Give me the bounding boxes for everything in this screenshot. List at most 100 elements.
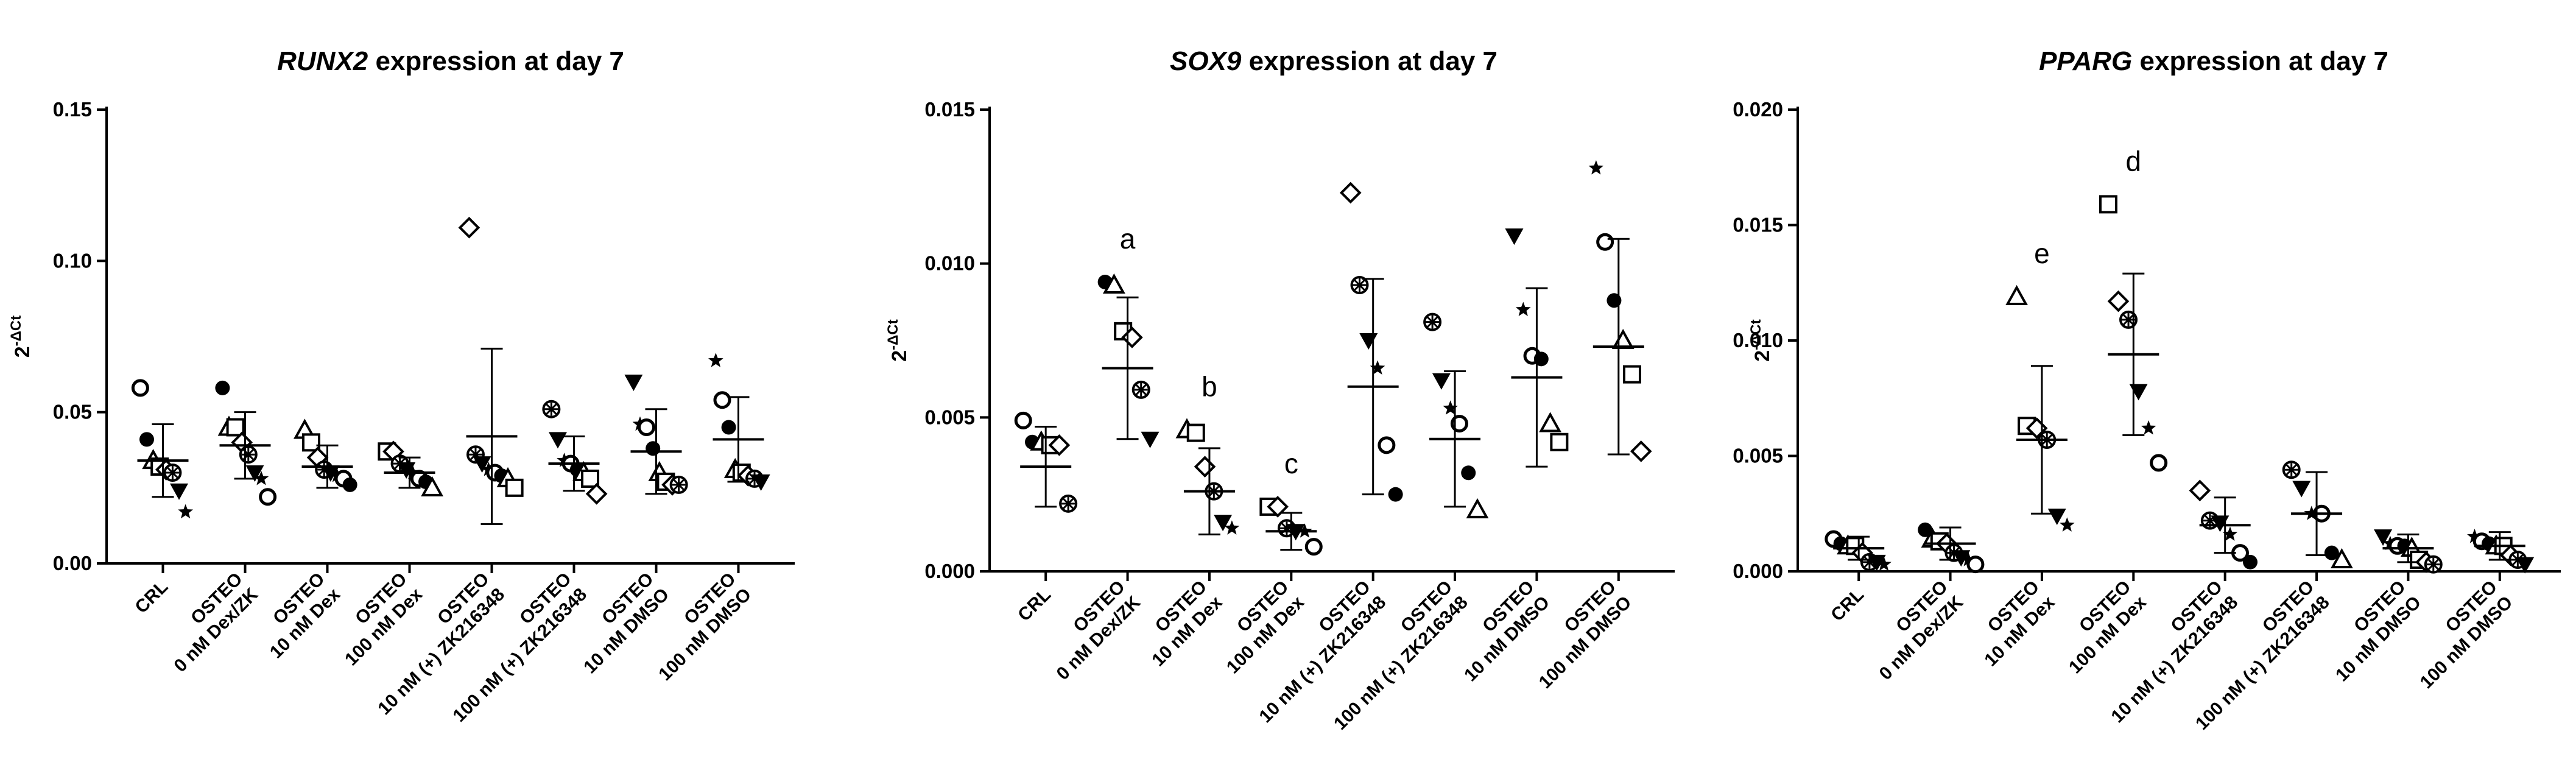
chart-panel-2: SOX9 expression at day 7 2-ΔCt 0.000 0.005 0…	[885, 46, 1675, 734]
y-axis-label-exponent: -ΔCt	[8, 316, 24, 347]
x-category-label: CRL	[1014, 585, 1055, 626]
data-point	[708, 353, 723, 367]
data-point	[1611, 328, 1635, 349]
data-point	[2059, 517, 2075, 532]
data-point	[1515, 302, 1531, 316]
data-point	[505, 478, 524, 497]
y-tick-label: 0.000	[924, 560, 975, 582]
y-tick-label: 0.015	[924, 98, 975, 121]
x-category-label: OSTEO10 nM Dex	[1965, 577, 2059, 671]
y-axis-label: 2-ΔCt	[1748, 319, 1774, 362]
data-point	[1443, 400, 1458, 415]
chart-title-text: expression at day 7	[2132, 46, 2388, 76]
data-point	[2141, 420, 2156, 435]
data-point	[751, 474, 770, 491]
data-point	[1194, 456, 1216, 478]
chart-title-gene: PPARG	[2039, 46, 2132, 76]
data-point	[1059, 494, 1078, 513]
chart-title: PPARG expression at day 7	[2039, 46, 2388, 76]
data-point	[466, 445, 485, 464]
data-point	[1141, 431, 1160, 448]
data-point	[2516, 557, 2535, 574]
data-point	[215, 380, 230, 395]
data-point	[2099, 195, 2117, 214]
data-point	[139, 432, 154, 447]
data-point	[1370, 360, 1385, 375]
data-point	[1378, 436, 1396, 454]
data-point	[1505, 228, 1524, 245]
data-point	[1588, 160, 1604, 175]
chart-panel-3: PPARG expression at day 7 2-ΔCt 0.000 0.005…	[1733, 46, 2561, 734]
y-tick-label: 0.05	[53, 401, 92, 423]
data-point	[170, 483, 189, 500]
x-category-label: OSTEO10 nM Dex	[1133, 577, 1226, 671]
y-axis-label-base: 2	[888, 350, 911, 362]
significance-letter: e	[2034, 238, 2050, 269]
chart-title: SOX9 expression at day 7	[1170, 46, 1497, 76]
data-point	[548, 432, 567, 449]
data-point	[1224, 520, 1240, 535]
x-category-label: OSTEO100 nM DMSO	[2401, 577, 2516, 693]
y-tick-label: 0.020	[1733, 98, 1783, 121]
data-point	[2119, 310, 2138, 329]
data-point	[1596, 233, 1614, 251]
data-point	[1186, 423, 1205, 442]
chart-title-text: expression at day 7	[368, 46, 624, 76]
x-category-label: OSTEO0 nM Dex/ZK	[1860, 577, 1967, 684]
data-point	[2282, 460, 2301, 479]
y-axis-label-exponent: -ΔCt	[1748, 319, 1764, 350]
data-point	[1350, 276, 1369, 295]
data-point	[301, 433, 320, 452]
y-tick-label: 0.000	[1733, 560, 1783, 582]
significance-letter: d	[2126, 145, 2142, 177]
data-point	[226, 418, 245, 437]
data-point	[473, 456, 491, 473]
data-point	[1388, 487, 1403, 502]
data-point	[239, 445, 258, 464]
y-axis-label-base: 2	[1751, 350, 1774, 362]
data-point	[131, 379, 149, 397]
data-point	[1359, 333, 1378, 350]
chart-title-gene: SOX9	[1170, 46, 1242, 76]
data-point	[421, 476, 444, 496]
data-point	[1876, 556, 1892, 571]
y-tick-label: 0.15	[53, 98, 92, 121]
data-point	[1267, 496, 1289, 518]
x-category-label-line: CRL	[1827, 585, 1868, 626]
y-tick-label: 0.10	[53, 249, 92, 272]
data-point	[259, 488, 277, 506]
chart-title: RUNX2 expression at day 7	[277, 46, 624, 76]
chart-title-gene: RUNX2	[277, 46, 368, 76]
data-point	[1952, 550, 1971, 567]
y-axis-label: 2-ΔCt	[8, 316, 34, 358]
x-category-label: OSTEO100 nM Dex	[2049, 577, 2150, 678]
significance-letter: a	[1120, 223, 1136, 255]
data-point	[1102, 273, 1125, 294]
data-point	[342, 477, 357, 492]
data-point	[1550, 432, 1569, 451]
data-point	[458, 216, 480, 239]
data-point	[2005, 284, 2028, 305]
data-point	[2189, 479, 2211, 502]
data-point	[1867, 554, 1886, 571]
data-point	[2324, 545, 2339, 560]
data-point	[1461, 465, 1476, 481]
data-point	[669, 475, 688, 494]
data-point	[2424, 555, 2443, 574]
data-point	[624, 375, 643, 391]
data-point	[2243, 554, 2258, 570]
data-point	[1339, 182, 1362, 204]
data-point	[1432, 373, 1451, 390]
data-point	[1539, 412, 1562, 432]
data-point	[2129, 384, 2148, 401]
y-tick-label: 0.00	[53, 552, 92, 574]
x-category-label: CRL	[132, 577, 172, 618]
data-point	[646, 441, 661, 456]
x-category-label: OSTEO100 nM Dex	[326, 569, 427, 670]
y-tick-label: 0.015	[1733, 214, 1783, 236]
data-point	[1014, 411, 1032, 429]
x-category-label: OSTEO100 nM Dex	[1207, 577, 1308, 678]
data-point	[2467, 529, 2482, 543]
data-point	[581, 469, 600, 488]
chart-panel-1: RUNX2 expression at day 7 2-ΔCt 0.00 0.05 0.…	[8, 46, 795, 726]
